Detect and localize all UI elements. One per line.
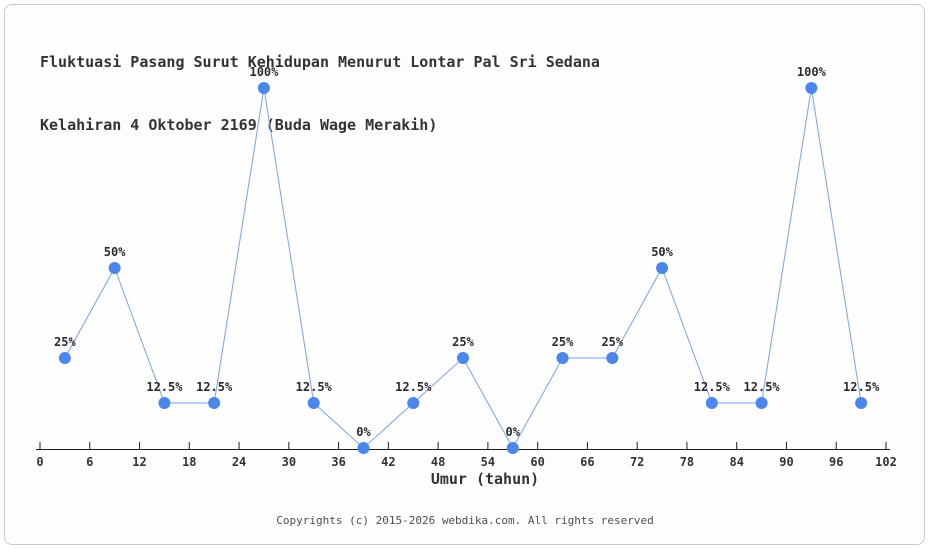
- data-point-marker: [556, 352, 569, 364]
- data-point-label: 25%: [601, 335, 623, 349]
- data-point-marker: [307, 397, 320, 409]
- x-axis-tick-label: 102: [875, 455, 897, 469]
- data-point-marker: [855, 397, 868, 409]
- data-line: [64, 87, 862, 450]
- data-point-label: 100%: [249, 65, 279, 79]
- data-point-label: 12.5%: [694, 380, 731, 394]
- chart-title-line1: Fluktuasi Pasang Surut Kehidupan Menurut…: [40, 53, 600, 71]
- data-point-marker: [108, 262, 121, 274]
- data-point-label: 0%: [356, 425, 371, 439]
- x-axis-tick-label: 6: [86, 455, 93, 469]
- x-axis-tick-label: 72: [630, 455, 644, 469]
- x-axis-tick-label: 12: [132, 455, 146, 469]
- x-axis-tick-label: 24: [232, 455, 246, 469]
- data-point-marker: [407, 397, 420, 409]
- x-axis-tick-label: 96: [829, 455, 843, 469]
- data-point-label: 12.5%: [395, 380, 432, 394]
- data-point-label: 12.5%: [146, 380, 183, 394]
- data-point-marker: [158, 397, 171, 409]
- x-axis-tick-label: 84: [729, 455, 743, 469]
- x-axis-title: Umur (tahun): [430, 470, 540, 488]
- data-point-label: 0%: [506, 425, 521, 439]
- data-point-label: 100%: [797, 65, 827, 79]
- data-point-marker: [58, 352, 71, 364]
- data-point-marker: [357, 442, 370, 454]
- data-point-marker: [506, 442, 519, 454]
- life-fluctuation-chart: 0 6 12 18 24 30 36 42 48 54 60 66 72 78 84 90 96 102 25% 50…: [36, 65, 897, 469]
- x-axis-tick-label: 42: [381, 455, 395, 469]
- x-axis-tick-label: 78: [680, 455, 694, 469]
- x-axis-tick-label: 48: [431, 455, 445, 469]
- data-point-marker: [457, 352, 469, 364]
- x-axis-tick-label: 18: [182, 455, 196, 469]
- data-point-label: 25%: [452, 335, 474, 349]
- x-axis-tick-label: 60: [530, 455, 544, 469]
- data-point-marker: [208, 397, 221, 409]
- data-point-label: 12.5%: [296, 380, 333, 394]
- data-point-label: 25%: [552, 335, 574, 349]
- copyright-text: Copyrights (c) 2015-2026 webdika.com. Al…: [276, 514, 654, 527]
- chart-title: Fluktuasi Pasang Surut Kehidupan Menurut…: [40, 10, 600, 157]
- data-point-label: 12.5%: [843, 380, 880, 394]
- x-axis-tick-label: 0: [36, 455, 43, 469]
- data-point-label: 50%: [104, 245, 126, 259]
- x-axis-tick-label: 54: [481, 455, 495, 469]
- x-axis-tick-label: 66: [580, 455, 594, 469]
- data-point-label: 12.5%: [196, 380, 233, 394]
- data-point-label: 25%: [54, 335, 76, 349]
- data-point-label: 50%: [651, 245, 673, 259]
- data-point-marker: [705, 397, 718, 409]
- data-point-marker: [257, 82, 270, 94]
- data-point-label: 12.5%: [744, 380, 781, 394]
- data-point-marker: [656, 262, 669, 274]
- x-axis-tick-label: 30: [282, 455, 296, 469]
- data-point-marker: [805, 82, 818, 94]
- data-point-marker: [606, 352, 619, 364]
- chart-title-line2: Kelahiran 4 Oktober 2169 (Buda Wage Mera…: [40, 116, 438, 134]
- x-axis-tick-label: 36: [331, 455, 345, 469]
- x-axis-tick-label: 90: [779, 455, 793, 469]
- data-point-marker: [755, 397, 768, 409]
